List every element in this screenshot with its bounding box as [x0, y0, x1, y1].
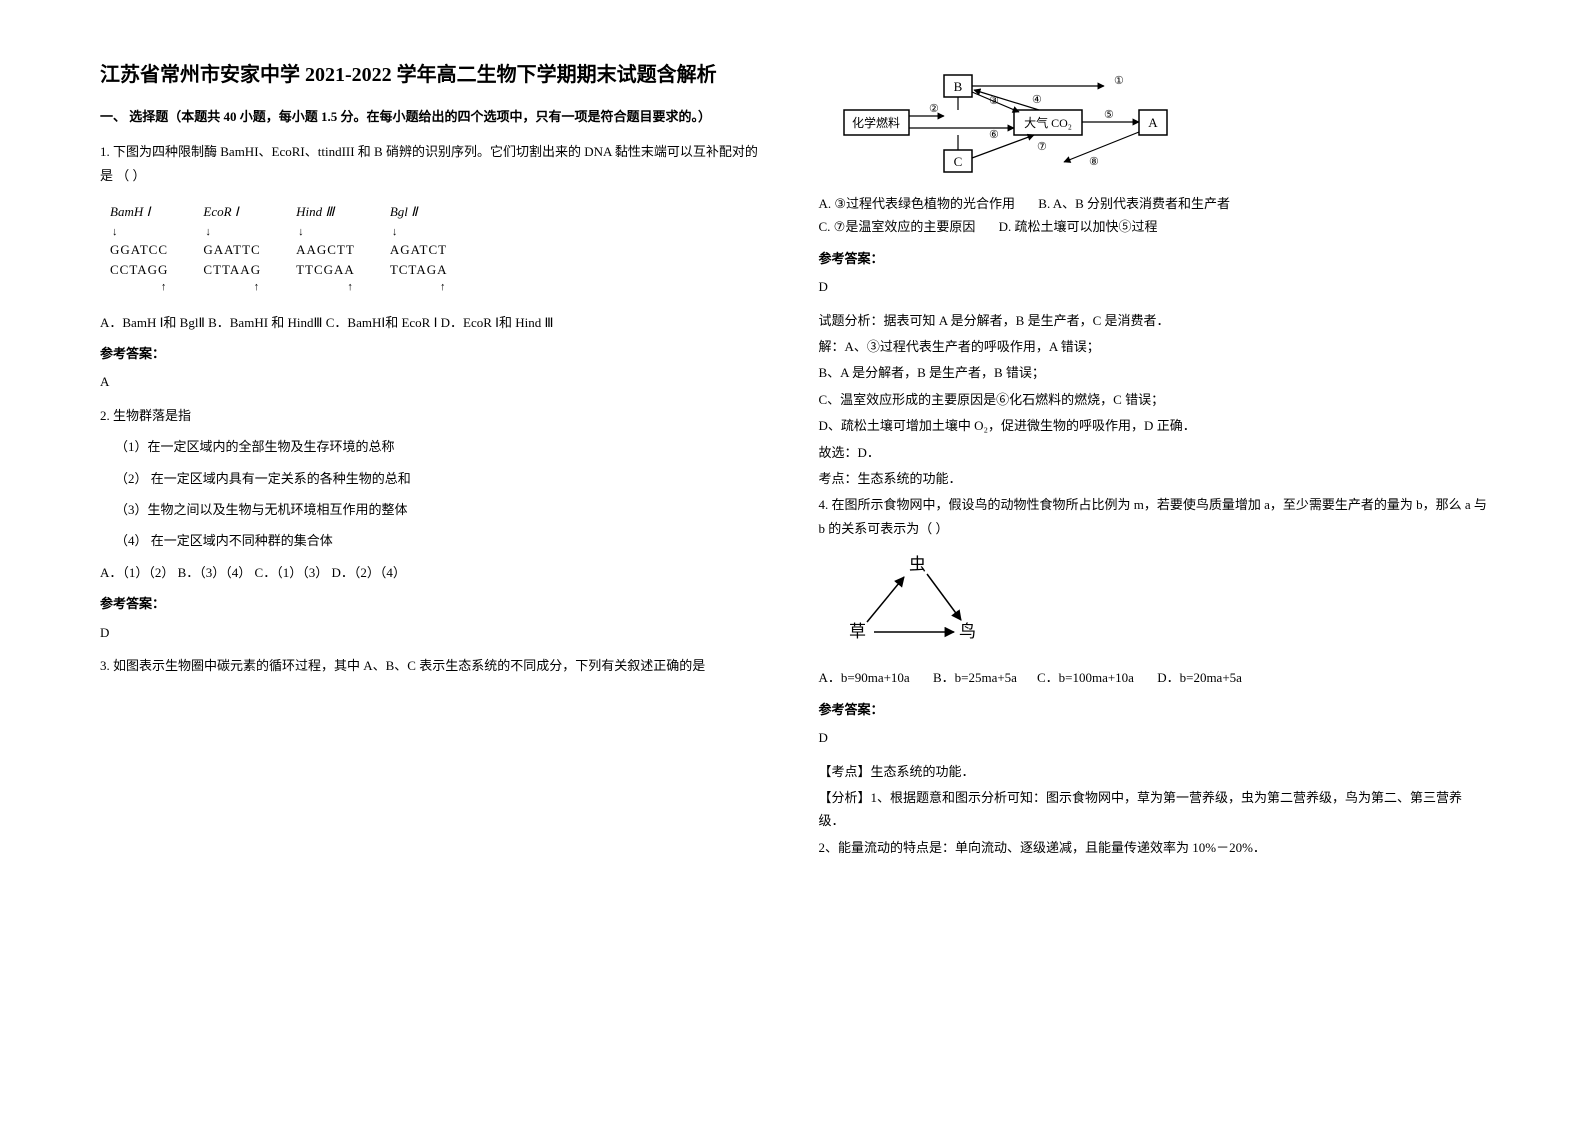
cycle-num: ⑧	[1089, 156, 1099, 168]
atmos-label: 大气 CO₂	[1024, 115, 1072, 130]
q1-options: A．BamH Ⅰ和 BglⅡ B．BamHI 和 HindⅢ C．BamHⅠ和 …	[100, 311, 769, 334]
box-a-label: A	[1148, 115, 1158, 130]
q4-opt-c: C．b=100ma+10a	[1037, 670, 1134, 685]
cycle-num: ④	[1032, 94, 1042, 106]
ref-answer-label: 参考答案：	[100, 592, 769, 615]
analysis-line: 【分析】1、根据题意和图示分析可知：图示食物网中，草为第一营养级，虫为第二营养级…	[819, 786, 1488, 833]
analysis-line: D、疏松土壤可增加土壤中 O₂，促进微生物的呼吸作用，D 正确．	[819, 414, 1488, 437]
enzyme-name: Hind Ⅲ	[296, 202, 355, 222]
q4-analysis: 【考点】生态系统的功能． 【分析】1、根据题意和图示分析可知：图示食物网中，草为…	[819, 760, 1488, 860]
q2-item: （2） 在一定区域内具有一定关系的各种生物的总和	[115, 467, 769, 490]
q4-opt-a: A．b=90ma+10a	[819, 670, 910, 685]
q1-answer: A	[100, 370, 769, 393]
question-2: 2. 生物群落是指 （1）在一定区域内的全部生物及生存环境的总称 （2） 在一定…	[100, 404, 769, 644]
enzyme-seq: AGATCT	[390, 240, 448, 260]
box-b-label: B	[953, 79, 962, 94]
cycle-svg: 化学燃料 B C 大气 CO₂ A	[839, 70, 1209, 180]
q1-text: 1. 下图为四种限制酶 BamHI、EcoRI、ttindIII 和 B 硝辨的…	[100, 140, 769, 187]
cut-arrow-down-icon: ↓	[203, 224, 261, 241]
food-web-svg: 草 虫 鸟	[839, 552, 999, 647]
q3-options-line1: A. ③过程代表绿色植物的光合作用 B. A、B 分别代表消费者和生产者	[819, 192, 1488, 215]
q3-text: 3. 如图表示生物圈中碳元素的循环过程，其中 A、B、C 表示生态系统的不同成分…	[100, 654, 769, 677]
cut-arrow-up-icon: ↑	[203, 279, 261, 296]
analysis-line: 【考点】生态系统的功能．	[819, 760, 1488, 783]
analysis-line: 解：A、③过程代表生产者的呼吸作用，A 错误；	[819, 335, 1488, 358]
ref-answer-label: 参考答案：	[100, 342, 769, 365]
q2-answer: D	[100, 621, 769, 644]
enzyme-seq: TTCGAA	[296, 260, 355, 280]
ref-answer-label: 参考答案：	[819, 698, 1488, 721]
analysis-line: 2、能量流动的特点是：单向流动、逐级递减，且能量传递效率为 10%－20%．	[819, 836, 1488, 859]
q2-item: （1）在一定区域内的全部生物及生存环境的总称	[115, 435, 769, 458]
cycle-num: ③	[989, 95, 999, 107]
cycle-num: ⑤	[1104, 109, 1114, 121]
analysis-line: B、A 是分解者，B 是生产者，B 错误；	[819, 361, 1488, 384]
q4-opt-b: B．b=25ma+5a	[933, 670, 1017, 685]
grass-label: 草	[849, 622, 866, 641]
question-3-intro: 3. 如图表示生物圈中碳元素的循环过程，其中 A、B、C 表示生态系统的不同成分…	[100, 654, 769, 677]
enzyme-col: BamH Ⅰ ↓ GGATCC CCTAGG ↑	[110, 202, 168, 296]
enzyme-seq: AAGCTT	[296, 240, 355, 260]
enzyme-seq: CCTAGG	[110, 260, 168, 280]
q2-item: （3）生物之间以及生物与无机环境相互作用的整体	[115, 498, 769, 521]
enzyme-name: Bgl Ⅱ	[390, 202, 448, 222]
q3-opt-c: C. ⑦是温室效应的主要原因	[819, 219, 976, 234]
cut-arrow-up-icon: ↑	[110, 279, 168, 296]
enzyme-col: Bgl Ⅱ ↓ AGATCT TCTAGA ↑	[390, 202, 448, 296]
cut-arrow-down-icon: ↓	[296, 224, 355, 241]
section-head: 一、 选择题（本题共 40 小题，每小题 1.5 分。在每小题给出的四个选项中，…	[100, 105, 769, 128]
analysis-line: 试题分析：据表可知 A 是分解者，B 是生产者，C 是消费者．	[819, 309, 1488, 332]
enzyme-name: BamH Ⅰ	[110, 202, 168, 222]
fuel-label: 化学燃料	[851, 115, 899, 130]
q4-opt-d: D．b=20ma+5a	[1157, 670, 1242, 685]
cycle-num: ⑦	[1037, 141, 1047, 153]
left-column: 江苏省常州市安家中学 2021-2022 学年高二生物下学期期末试题含解析 一、…	[100, 60, 769, 1062]
question-1: 1. 下图为四种限制酶 BamHI、EcoRI、ttindIII 和 B 硝辨的…	[100, 140, 769, 393]
enzyme-name: EcoR Ⅰ	[203, 202, 261, 222]
box-c-label: C	[953, 154, 962, 169]
ref-answer-label: 参考答案：	[819, 247, 1488, 270]
q4-text: 4. 在图所示食物网中，假设鸟的动物性食物所占比例为 m，若要使鸟质量增加 a，…	[819, 493, 1488, 540]
q4-answer: D	[819, 726, 1488, 749]
analysis-line: C、温室效应形成的主要原因是⑥化石燃料的燃烧，C 错误；	[819, 388, 1488, 411]
q3-analysis: 试题分析：据表可知 A 是分解者，B 是生产者，C 是消费者． 解：A、③过程代…	[819, 309, 1488, 491]
enzyme-seq: CTTAAG	[203, 260, 261, 280]
q2-item: （4） 在一定区域内不同种群的集合体	[115, 529, 769, 552]
cut-arrow-down-icon: ↓	[390, 224, 448, 241]
q3-opt-a: A. ③过程代表绿色植物的光合作用	[819, 196, 1016, 211]
cycle-num: ②	[929, 103, 939, 115]
q2-options: A．（1）（2） B．（3）（4） C．（1）（3） D．（2）（4）	[100, 561, 769, 584]
question-4: 4. 在图所示食物网中，假设鸟的动物性食物所占比例为 m，若要使鸟质量增加 a，…	[819, 493, 1488, 859]
page-title: 江苏省常州市安家中学 2021-2022 学年高二生物下学期期末试题含解析	[100, 60, 769, 90]
q4-options: A．b=90ma+10a B．b=25ma+5a C．b=100ma+10a D．…	[819, 666, 1488, 689]
cut-arrow-down-icon: ↓	[110, 224, 168, 241]
enzyme-seq: TCTAGA	[390, 260, 448, 280]
bird-label: 鸟	[959, 622, 976, 641]
enzyme-seq: GAATTC	[203, 240, 261, 260]
enzyme-col: Hind Ⅲ ↓ AAGCTT TTCGAA ↑	[296, 202, 355, 296]
analysis-line: 考点：生态系统的功能．	[819, 467, 1488, 490]
right-column: 化学燃料 B C 大气 CO₂ A	[819, 60, 1488, 1062]
q3-options-line2: C. ⑦是温室效应的主要原因 D. 疏松土壤可以加快⑤过程	[819, 215, 1488, 238]
analysis-line: 故选：D．	[819, 441, 1488, 464]
q3-answer: D	[819, 275, 1488, 298]
cycle-num: ①	[1114, 75, 1124, 87]
q3-opt-d: D. 疏松土壤可以加快⑤过程	[999, 219, 1158, 234]
cycle-num: ⑥	[989, 129, 999, 141]
enzyme-col: EcoR Ⅰ ↓ GAATTC CTTAAG ↑	[203, 202, 261, 296]
cut-arrow-up-icon: ↑	[390, 279, 448, 296]
q2-text: 2. 生物群落是指	[100, 404, 769, 427]
enzyme-sequences: BamH Ⅰ ↓ GGATCC CCTAGG ↑ EcoR Ⅰ ↓ GAATTC…	[110, 202, 769, 296]
q3-opt-b: B. A、B 分别代表消费者和生产者	[1038, 196, 1230, 211]
enzyme-seq: GGATCC	[110, 240, 168, 260]
carbon-cycle-diagram: 化学燃料 B C 大气 CO₂ A	[839, 70, 1488, 180]
food-web-diagram: 草 虫 鸟	[839, 552, 1488, 654]
insect-label: 虫	[909, 555, 926, 574]
cut-arrow-up-icon: ↑	[296, 279, 355, 296]
